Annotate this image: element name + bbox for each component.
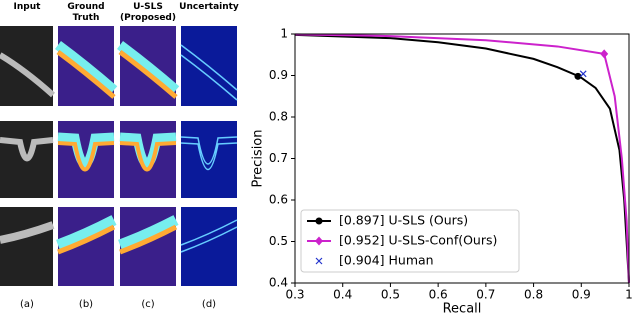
x-tick-label: 0.9 [572,288,591,302]
y-tick-label: 0.8 [269,110,288,124]
marker [315,257,323,265]
panel-label: (c) [141,299,155,310]
marker [574,72,582,80]
image-grid [0,26,238,286]
x-tick-label: 0.4 [333,288,352,302]
marker [315,236,323,246]
panel-label: (d) [201,299,217,310]
panel-header: Ground Truth [67,2,105,23]
y-tick-label: 0.6 [269,193,288,207]
x-axis-label: Recall [443,302,482,317]
panel-header: Input [13,2,41,12]
panel-label: (a) [20,299,34,310]
y-tick-label: 0.5 [269,234,288,248]
y-tick-label: 0.4 [269,276,288,290]
x-tick-label: 0.3 [285,288,304,302]
marker [315,217,323,225]
y-tick-label: 0.7 [269,151,288,165]
panel-label: (b) [78,299,94,310]
x-tick-label: 0.5 [381,288,400,302]
marker [600,49,609,59]
marker [579,70,587,78]
legend-label: [0.904] Human [339,253,434,268]
y-tick-label: 1 [280,27,288,41]
plot-frame [294,33,630,284]
legend: [0.897] U-SLS (Ours) [0.952] U-SLS-Conf(O… [300,209,520,273]
legend-label: [0.897] U-SLS (Ours) [339,213,468,228]
panel-header: Uncertainty [179,2,239,12]
legend-label: [0.952] U-SLS-Conf(Ours) [339,233,497,248]
x-tick-label: 0.6 [429,288,448,302]
y-axis-label: Precision [251,129,266,187]
x-tick-label: 0.7 [476,288,495,302]
panel-header: U-SLS (Proposed) [120,2,176,23]
y-tick-label: 0.9 [269,68,288,82]
x-tick-label: 0.8 [524,288,543,302]
x-tick-label: 1 [625,288,633,302]
legend-box [300,209,520,273]
